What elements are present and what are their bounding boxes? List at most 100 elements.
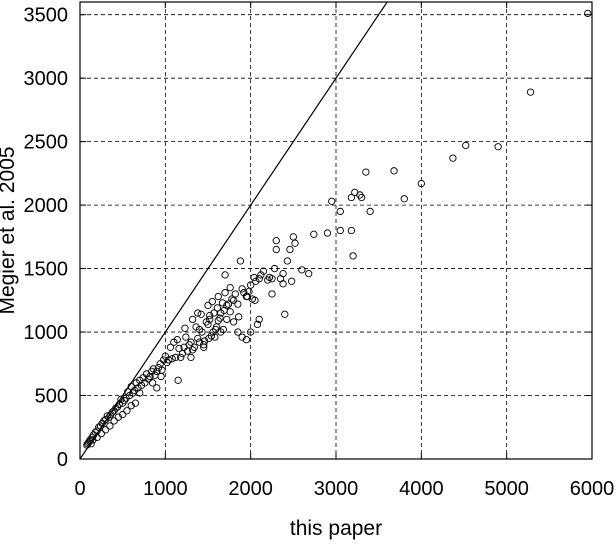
data-point [298,266,306,274]
data-point [252,277,260,285]
y-tick-label: 1000 [24,322,69,344]
data-point [175,344,183,353]
data-point [247,328,255,336]
data-point [351,188,359,197]
data-point [154,363,163,372]
data-point [268,290,276,298]
data-point [223,315,231,324]
data-point [255,315,263,324]
data-point [226,283,234,292]
data-point [283,257,292,265]
data-point [204,301,212,310]
data-point [494,143,502,151]
data-point [83,441,91,449]
data-point [89,436,97,444]
data-point [287,277,296,285]
data-point [248,295,257,303]
x-tick-labels: 0 1000 2000 3000 4000 5000 6000 [74,478,614,500]
data-point [127,382,135,391]
data-point [270,264,279,273]
data-point [236,257,245,265]
data-point [221,271,229,279]
data-point [123,407,131,415]
data-point [242,292,251,301]
x-tick-label: 0 [74,478,85,500]
data-point [219,325,228,334]
data-point [218,299,227,307]
data-point [192,323,200,331]
data-point [96,422,105,430]
data-point [84,440,92,448]
data-point [226,308,234,316]
data-point [211,333,219,341]
data-point [103,412,111,420]
data-point [136,389,144,397]
data-point [462,141,470,150]
data-point [178,349,187,358]
data-point [197,310,205,318]
y-tick-label: 0 [57,449,68,471]
data-point [362,168,370,176]
data-point [153,384,161,392]
y-tick-label: 3000 [24,68,69,90]
data-point [584,9,592,18]
data-point [366,207,374,216]
data-point [526,88,535,96]
data-point [101,426,110,434]
data-point [182,333,190,341]
data-point [209,328,217,336]
data-point [310,230,318,238]
data-point [238,285,246,293]
data-point [210,309,218,317]
data-point [200,341,208,349]
data-point [257,271,265,279]
data-point [238,333,246,341]
data-point [291,239,299,247]
data-point [417,179,425,188]
data-point [264,276,272,284]
data-point [171,353,180,362]
data-point [206,315,214,324]
y-tick-label: 2500 [24,132,69,154]
data-point [272,237,280,245]
data-point [174,376,182,384]
data-point [207,332,216,340]
data-point [289,233,297,241]
y-tick-label: 1500 [24,259,69,281]
axis-ticks [79,2,593,460]
data-point [117,395,125,403]
data-point [87,440,95,448]
data-point [119,399,127,407]
data-point [106,422,114,430]
data-point [214,292,222,301]
data-point [240,289,248,297]
y-tick-label: 3500 [24,5,69,27]
data-point [242,336,251,344]
data-point [281,310,289,318]
x-axis-label: this paper [290,517,382,540]
data-point [229,318,238,326]
data-point [188,346,197,354]
data-point [336,226,344,235]
data-point [194,334,202,343]
data-point [195,338,204,346]
data-point [286,245,294,254]
data-point [234,300,242,308]
data-point [206,311,214,320]
data-point [157,372,165,381]
data-point [449,154,457,162]
data-point [234,328,242,336]
grid-lines [80,2,592,459]
data-point [95,423,103,431]
y-tick-label: 2000 [24,195,69,217]
data-point [110,417,118,425]
data-point [194,309,202,317]
data-point [161,352,169,360]
x-tick-label: 4000 [399,478,444,500]
data-point [347,193,356,202]
data-point [119,410,127,419]
data-point [170,338,178,346]
data-point [93,433,101,442]
x-tick-label: 2000 [228,478,273,500]
